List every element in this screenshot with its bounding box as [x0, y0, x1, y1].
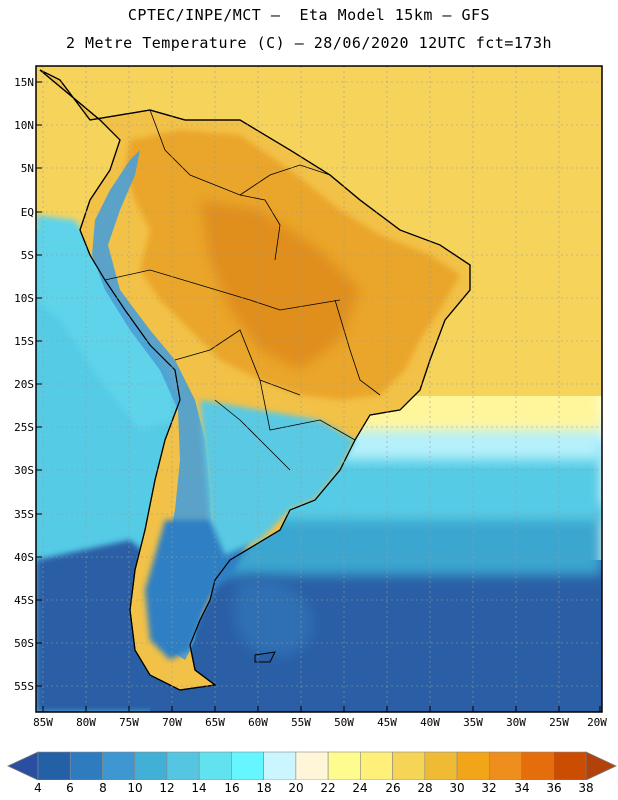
- colorbar-swatch-6: [69, 751, 103, 780]
- colorbar-swatch-30: [456, 751, 490, 780]
- very-hot-core: [200, 200, 360, 370]
- colorbar-label-26: 26: [385, 781, 401, 795]
- colorbar-label-12: 12: [159, 781, 175, 795]
- pacific-cool-coast: [36, 215, 175, 430]
- colorbar-swatch-16: [231, 751, 264, 780]
- colorbar-swatch-32: [488, 751, 522, 780]
- colorbar-label-16: 16: [224, 781, 240, 795]
- lon-label-35w: 35W: [463, 716, 483, 729]
- lat-label-eq: EQ: [20, 206, 34, 219]
- lon-label-25w: 25W: [549, 716, 569, 729]
- lat-label-25s: 25S: [14, 421, 34, 434]
- colorbar-swatch-8: [102, 751, 136, 780]
- lon-label-40w: 40W: [420, 716, 440, 729]
- map-frame: [35, 65, 603, 713]
- lat-label-50s: 50S: [14, 637, 34, 650]
- lat-label-15s: 15S: [14, 335, 34, 348]
- lat-label-5s: 5S: [20, 249, 34, 262]
- colorbar-swatch-20: [295, 751, 329, 780]
- colorbar-label-18: 18: [256, 781, 272, 795]
- colorbar-low-arrow: [7, 751, 39, 780]
- lon-label-60w: 60W: [248, 716, 268, 729]
- lat-label-10s: 10S: [14, 292, 34, 305]
- lat-label-40s: 40S: [14, 551, 34, 564]
- map-gridlines: [36, 66, 602, 712]
- colorbar-label-10: 10: [127, 781, 143, 795]
- colorbar-swatch-12: [166, 751, 200, 780]
- lat-label-5n: 5N: [20, 162, 34, 175]
- colorbar-label-8: 8: [99, 781, 107, 795]
- southern-cool-land: [200, 400, 355, 555]
- southern-ocean-cold-blob: [234, 578, 312, 657]
- lon-label-30w: 30W: [506, 716, 526, 729]
- falkland-islands: [254, 651, 276, 663]
- patagonia-cold: [145, 520, 250, 660]
- lon-label-80w: 80W: [76, 716, 96, 729]
- colorbar-label-24: 24: [352, 781, 368, 795]
- lon-label-65w: 65W: [205, 716, 225, 729]
- colorbar-label-34: 34: [514, 781, 530, 795]
- map-title-line-1: CPTEC/INPE/MCT – Eta Model 15km – GFS: [127, 6, 491, 24]
- map-title-line-2: 2 Metre Temperature (C) – 28/06/2020 12U…: [65, 34, 553, 52]
- lon-label-20w: 20W: [587, 716, 607, 729]
- map-ticks: [36, 81, 601, 712]
- lat-label-30s: 30S: [14, 464, 34, 477]
- colorbar-swatch-36: [553, 751, 587, 780]
- country-borders: [104, 109, 381, 471]
- colorbar-label-38: 38: [578, 781, 594, 795]
- colorbar-label-32: 32: [481, 781, 497, 795]
- lon-label-85w: 85W: [33, 716, 53, 729]
- lon-label-75w: 75W: [119, 716, 139, 729]
- colorbar-label-36: 36: [546, 781, 562, 795]
- coastline: [39, 69, 471, 691]
- colorbar-label-28: 28: [417, 781, 433, 795]
- colorbar-label-6: 6: [66, 781, 74, 795]
- colorbar-label-4: 4: [34, 781, 42, 795]
- colorbar-swatch-24: [360, 751, 393, 780]
- lon-label-45w: 45W: [377, 716, 397, 729]
- colorbar-high-arrow: [585, 751, 617, 780]
- colorbar-swatch-18: [263, 751, 297, 780]
- lon-label-70w: 70W: [162, 716, 182, 729]
- lat-label-55s: 55S: [14, 680, 34, 693]
- lat-label-10n: 10N: [14, 119, 34, 132]
- colorbar-swatch-14: [198, 751, 232, 780]
- colorbar-label-30: 30: [449, 781, 465, 795]
- lat-label-20s: 20S: [14, 378, 34, 391]
- colorbar-swatch-10: [134, 751, 168, 780]
- colorbar-label-14: 14: [191, 781, 207, 795]
- colorbar-label-22: 22: [320, 781, 336, 795]
- colorbar-swatch-4: [37, 751, 71, 780]
- colorbar-swatches: [37, 751, 587, 780]
- colorbar-swatch-26: [392, 751, 426, 780]
- temperature-colorbar: [7, 751, 617, 780]
- lon-label-55w: 55W: [291, 716, 311, 729]
- lat-label-45s: 45S: [14, 594, 34, 607]
- colorbar-label-20: 20: [288, 781, 304, 795]
- lon-label-50w: 50W: [334, 716, 354, 729]
- lat-label-35s: 35S: [14, 508, 34, 521]
- lat-label-15n: 15N: [14, 76, 34, 89]
- colorbar-swatch-28: [424, 751, 458, 780]
- colorbar-swatch-34: [521, 751, 555, 780]
- colorbar-swatch-22: [327, 751, 361, 780]
